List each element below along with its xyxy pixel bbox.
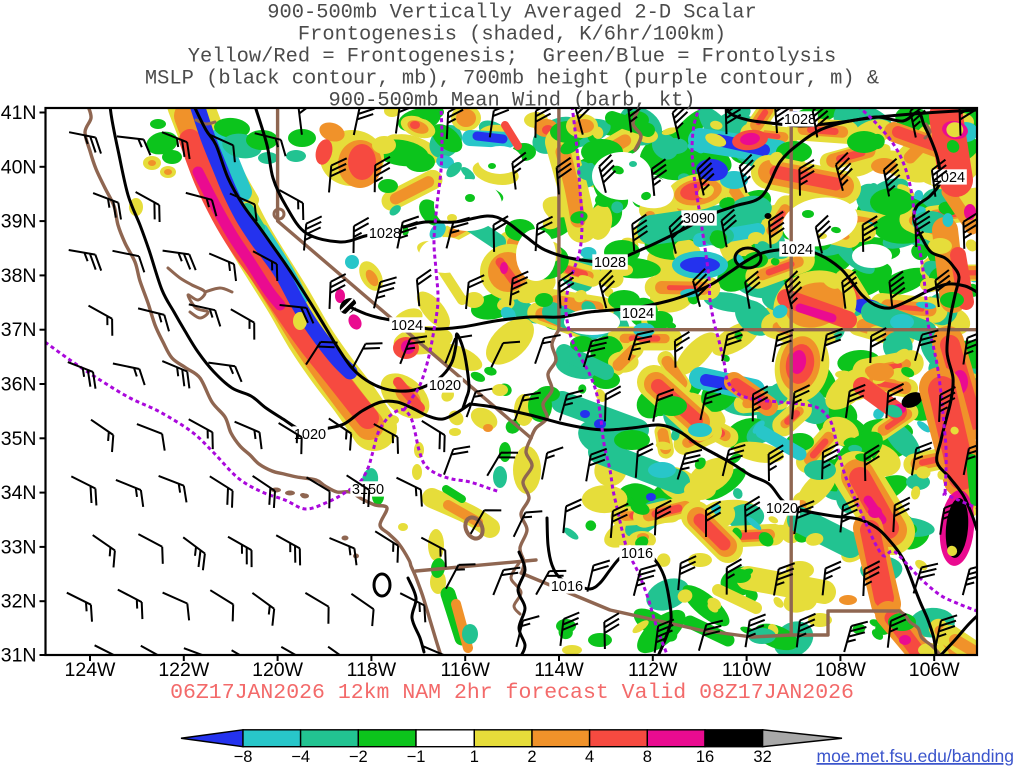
svg-text:37N: 37N [1, 319, 37, 341]
svg-text:122W: 122W [158, 659, 210, 681]
svg-text:moe.met.fsu.edu/banding: moe.met.fsu.edu/banding [817, 746, 1015, 766]
svg-text:06Z17JAN2026 12km NAM 2hr fore: 06Z17JAN2026 12km NAM 2hr forecast Valid… [170, 681, 854, 705]
svg-text:1028: 1028 [594, 255, 626, 271]
svg-text:1024: 1024 [391, 318, 423, 334]
svg-text:1: 1 [470, 748, 479, 766]
svg-text:−8: −8 [234, 748, 253, 766]
svg-text:33N: 33N [1, 536, 37, 558]
svg-text:108W: 108W [815, 659, 867, 681]
svg-text:1024: 1024 [622, 306, 654, 322]
svg-text:1020: 1020 [429, 378, 461, 394]
svg-text:124W: 124W [65, 659, 117, 681]
svg-text:40N: 40N [1, 156, 37, 178]
svg-text:1028: 1028 [369, 226, 401, 242]
svg-text:32N: 32N [1, 591, 37, 613]
svg-text:4: 4 [585, 748, 594, 766]
svg-text:1016: 1016 [551, 579, 583, 595]
svg-text:118W: 118W [347, 659, 397, 681]
svg-text:8: 8 [643, 748, 652, 766]
svg-text:−2: −2 [349, 748, 368, 766]
svg-text:31N: 31N [1, 645, 37, 667]
svg-text:2: 2 [527, 748, 536, 766]
svg-text:38N: 38N [1, 265, 37, 287]
svg-text:1028: 1028 [784, 112, 816, 128]
svg-text:1024: 1024 [781, 242, 813, 258]
svg-text:106W: 106W [909, 659, 961, 681]
svg-text:112W: 112W [628, 659, 678, 681]
svg-text:1016: 1016 [621, 546, 653, 562]
svg-text:900-500mb Mean Wind (barb, kt): 900-500mb Mean Wind (barb, kt) [328, 90, 695, 113]
svg-text:120W: 120W [252, 659, 304, 681]
svg-text:Yellow/Red = Frontogenesis; G: Yellow/Red = Frontogenesis; Green/Blue =… [188, 46, 837, 69]
svg-text:114W: 114W [534, 659, 584, 681]
svg-text:−4: −4 [291, 748, 310, 766]
svg-text:−1: −1 [407, 748, 426, 766]
svg-text:116W: 116W [440, 659, 490, 681]
svg-text:32: 32 [753, 748, 771, 766]
svg-text:39N: 39N [1, 211, 37, 233]
svg-text:16: 16 [696, 748, 714, 766]
svg-text:34N: 34N [1, 482, 37, 504]
svg-text:41N: 41N [1, 102, 37, 124]
svg-text:3090: 3090 [683, 211, 715, 227]
svg-text:35N: 35N [1, 428, 37, 450]
svg-text:Frontogenesis (shaded, K/6hr/1: Frontogenesis (shaded, K/6hr/100km) [298, 24, 726, 47]
svg-text:MSLP (black contour, mb), 700m: MSLP (black contour, mb), 700mb height (… [145, 68, 879, 91]
svg-text:110W: 110W [722, 659, 772, 681]
svg-text:1020: 1020 [766, 501, 798, 517]
svg-text:900-500mb Vertically Averaged: 900-500mb Vertically Averaged 2-D Scalar [267, 2, 756, 25]
svg-text:36N: 36N [1, 374, 37, 396]
